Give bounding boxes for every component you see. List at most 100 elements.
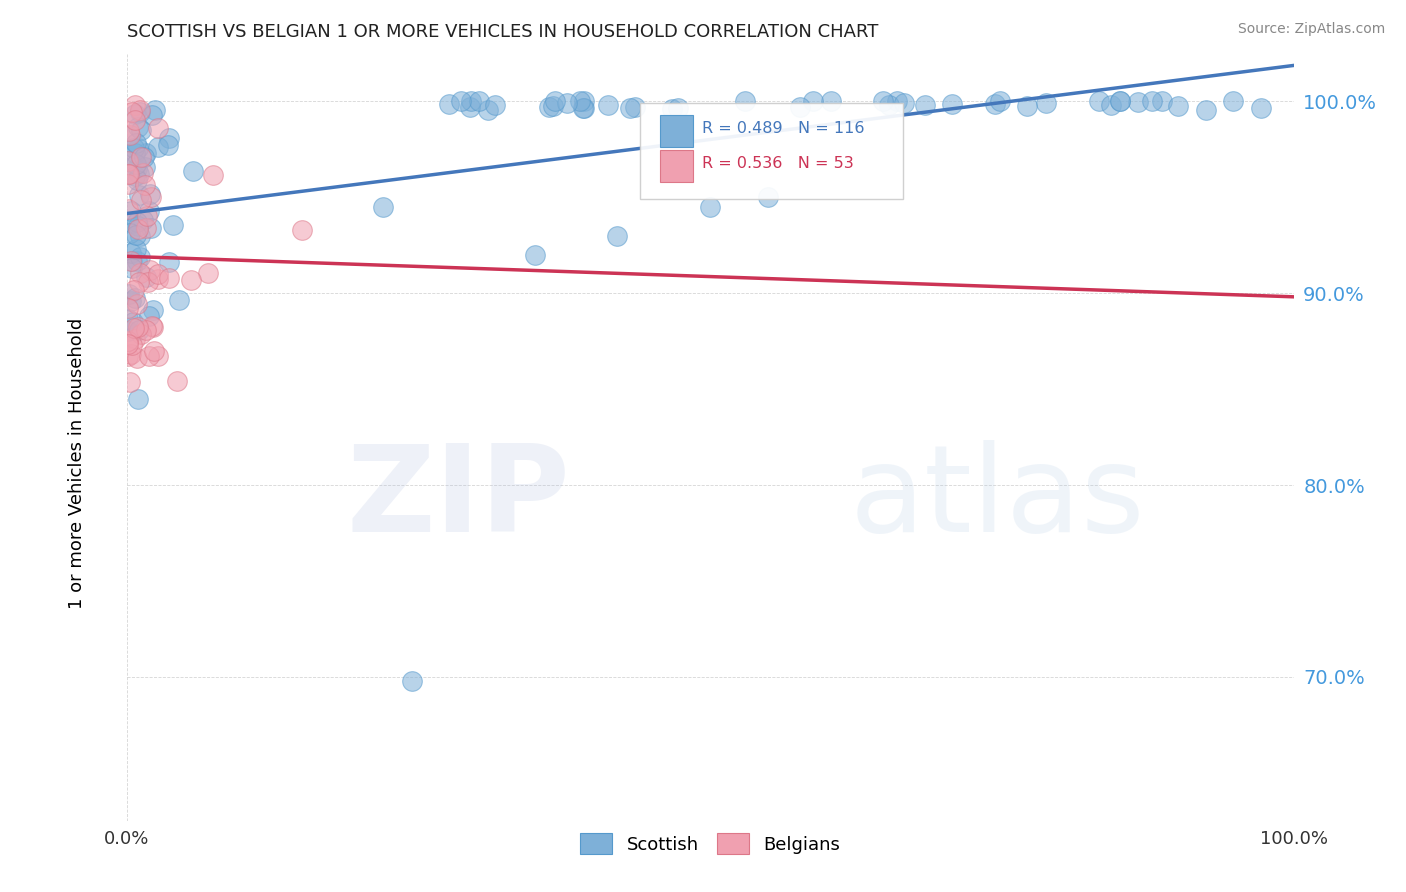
Point bbox=[167, 293, 190, 307]
Point bbox=[988, 95, 1011, 109]
Point bbox=[124, 98, 146, 112]
Point bbox=[125, 243, 148, 257]
Point bbox=[136, 275, 159, 289]
Point bbox=[117, 129, 139, 144]
Point bbox=[120, 347, 142, 361]
Point bbox=[117, 349, 139, 363]
Point bbox=[121, 338, 143, 352]
Point bbox=[131, 212, 153, 227]
Point bbox=[484, 98, 506, 112]
Point bbox=[477, 103, 499, 117]
Point bbox=[129, 326, 152, 341]
Point bbox=[138, 349, 160, 363]
Point bbox=[450, 95, 472, 109]
Point bbox=[666, 101, 689, 115]
Point bbox=[124, 332, 146, 346]
Point bbox=[117, 178, 139, 192]
Point bbox=[127, 219, 149, 233]
Point bbox=[118, 124, 141, 138]
Text: ZIP: ZIP bbox=[346, 440, 569, 557]
Point bbox=[124, 145, 146, 160]
Point bbox=[139, 190, 162, 204]
Point bbox=[117, 312, 139, 326]
Point bbox=[124, 107, 146, 121]
Point bbox=[124, 113, 146, 128]
Point bbox=[458, 100, 481, 114]
Point bbox=[437, 96, 460, 111]
Point bbox=[1035, 96, 1057, 111]
Point bbox=[125, 253, 148, 268]
Point bbox=[120, 245, 142, 260]
Point bbox=[134, 178, 156, 192]
Point bbox=[1167, 99, 1189, 113]
Point bbox=[143, 344, 166, 359]
Point bbox=[117, 334, 139, 349]
Point bbox=[136, 209, 159, 223]
Point bbox=[544, 95, 567, 109]
Point bbox=[134, 150, 156, 164]
Point bbox=[124, 291, 146, 305]
Point bbox=[1109, 95, 1132, 109]
Point bbox=[129, 103, 152, 117]
Point bbox=[183, 164, 205, 178]
Point bbox=[134, 160, 156, 174]
Point bbox=[555, 95, 578, 110]
Point bbox=[914, 97, 936, 112]
Point bbox=[117, 301, 139, 315]
Point bbox=[1109, 95, 1132, 109]
Point bbox=[801, 95, 824, 109]
Point bbox=[624, 100, 647, 114]
Text: 1 or more Vehicles in Household: 1 or more Vehicles in Household bbox=[69, 318, 86, 609]
Point bbox=[120, 128, 142, 142]
Point bbox=[538, 100, 561, 114]
Point bbox=[1194, 103, 1216, 117]
Point bbox=[132, 166, 155, 180]
Point bbox=[117, 153, 139, 168]
Point bbox=[122, 141, 145, 155]
Point bbox=[734, 95, 756, 109]
Point bbox=[117, 167, 139, 181]
Point bbox=[1099, 98, 1122, 112]
Point bbox=[129, 193, 152, 207]
Point bbox=[1088, 95, 1111, 109]
Point bbox=[142, 303, 165, 318]
Point bbox=[1150, 95, 1173, 109]
Text: SCOTTISH VS BELGIAN 1 OR MORE VEHICLES IN HOUSEHOLD CORRELATION CHART: SCOTTISH VS BELGIAN 1 OR MORE VEHICLES I… bbox=[127, 23, 877, 41]
Point bbox=[139, 186, 162, 201]
Point bbox=[125, 161, 148, 176]
Point bbox=[120, 204, 142, 219]
Text: atlas: atlas bbox=[851, 440, 1146, 557]
Point bbox=[117, 337, 139, 351]
Point bbox=[135, 270, 157, 285]
Point bbox=[121, 216, 143, 230]
Point bbox=[125, 136, 148, 150]
Point bbox=[125, 157, 148, 171]
Point bbox=[166, 374, 188, 388]
Point bbox=[129, 104, 152, 119]
Point bbox=[118, 286, 141, 301]
Point bbox=[941, 97, 963, 112]
Point bbox=[117, 202, 139, 217]
Point bbox=[872, 95, 894, 109]
Point bbox=[569, 95, 592, 109]
Point bbox=[141, 108, 163, 122]
Point bbox=[619, 101, 641, 115]
Point bbox=[131, 150, 153, 164]
Point bbox=[131, 123, 153, 137]
Point bbox=[128, 275, 150, 289]
Point bbox=[127, 392, 149, 406]
Point bbox=[373, 200, 395, 214]
Point bbox=[699, 200, 721, 214]
Point bbox=[117, 154, 139, 169]
Point bbox=[572, 101, 595, 115]
Point bbox=[877, 98, 900, 112]
Point bbox=[1015, 98, 1038, 112]
Point bbox=[121, 260, 143, 275]
Point bbox=[138, 203, 160, 218]
Point bbox=[572, 101, 595, 115]
Point bbox=[118, 226, 141, 240]
Point bbox=[401, 673, 423, 688]
Point bbox=[661, 102, 683, 116]
Point bbox=[128, 323, 150, 337]
Point bbox=[541, 99, 564, 113]
